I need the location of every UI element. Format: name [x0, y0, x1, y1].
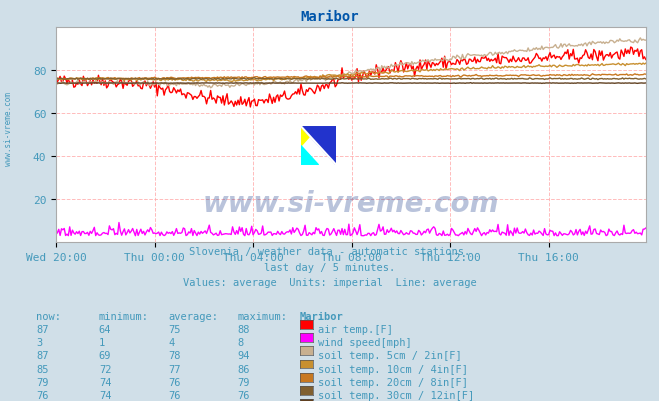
Text: soil temp. 30cm / 12in[F]: soil temp. 30cm / 12in[F] [318, 390, 474, 400]
Text: 8: 8 [237, 337, 243, 347]
Text: 4: 4 [168, 337, 174, 347]
Text: 76: 76 [168, 377, 181, 387]
Text: soil temp. 20cm / 8in[F]: soil temp. 20cm / 8in[F] [318, 377, 469, 387]
Text: 64: 64 [99, 324, 111, 334]
Text: 77: 77 [168, 364, 181, 374]
Text: 79: 79 [237, 377, 250, 387]
Polygon shape [301, 127, 336, 165]
Text: air temp.[F]: air temp.[F] [318, 324, 393, 334]
Text: 3: 3 [36, 337, 42, 347]
Text: soil temp. 10cm / 4in[F]: soil temp. 10cm / 4in[F] [318, 364, 469, 374]
Text: Maribor: Maribor [301, 10, 358, 24]
Text: minimum:: minimum: [99, 311, 149, 321]
Text: last day / 5 minutes.: last day / 5 minutes. [264, 262, 395, 272]
Text: wind speed[mph]: wind speed[mph] [318, 337, 412, 347]
Text: 76: 76 [237, 390, 250, 400]
Text: Values: average  Units: imperial  Line: average: Values: average Units: imperial Line: av… [183, 277, 476, 287]
Text: 88: 88 [237, 324, 250, 334]
Text: average:: average: [168, 311, 218, 321]
Text: 74: 74 [99, 390, 111, 400]
Text: 86: 86 [237, 364, 250, 374]
Text: soil temp. 5cm / 2in[F]: soil temp. 5cm / 2in[F] [318, 350, 462, 360]
Text: 85: 85 [36, 364, 49, 374]
Text: Slovenia / weather data - automatic stations.: Slovenia / weather data - automatic stat… [189, 247, 470, 257]
Text: maximum:: maximum: [237, 311, 287, 321]
Text: 78: 78 [168, 350, 181, 360]
Text: 87: 87 [36, 324, 49, 334]
Text: 1: 1 [99, 337, 105, 347]
Text: 79: 79 [36, 377, 49, 387]
Text: 75: 75 [168, 324, 181, 334]
Text: 74: 74 [99, 377, 111, 387]
Polygon shape [301, 127, 318, 146]
Text: 87: 87 [36, 350, 49, 360]
Text: www.si-vreme.com: www.si-vreme.com [4, 91, 13, 165]
Polygon shape [301, 146, 318, 165]
Text: 69: 69 [99, 350, 111, 360]
Text: 94: 94 [237, 350, 250, 360]
Text: www.si-vreme.com: www.si-vreme.com [203, 190, 499, 218]
Text: 76: 76 [168, 390, 181, 400]
Text: now:: now: [36, 311, 61, 321]
Text: Maribor: Maribor [300, 311, 343, 321]
Text: 76: 76 [36, 390, 49, 400]
Text: 72: 72 [99, 364, 111, 374]
